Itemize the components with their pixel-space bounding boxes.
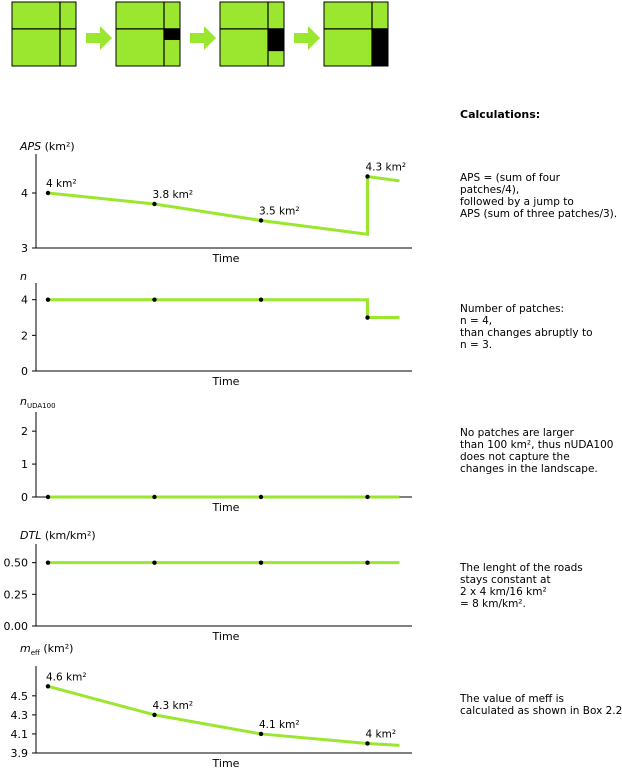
data-point [45,297,51,302]
y-axis-label: APS (km²) [19,140,75,153]
black-square [164,28,180,41]
calculations-heading: Calculations: [460,108,541,121]
y-tick-label: 4.3 [11,709,29,722]
data-point [258,494,264,500]
patch-square [11,1,77,67]
data-point [365,560,370,565]
y-tick-label: 0 [21,365,28,378]
landscape-step-2 [115,1,181,67]
chart-3: nUDA100 0 1 2 Time [20,395,412,514]
data-point [258,218,264,223]
data-label: 4.1 km² [259,719,300,731]
y-tick-label: 0.00 [4,620,29,633]
data-point [258,560,264,565]
landscape-sequence [11,1,389,67]
data-point [152,494,157,500]
data-point [258,297,264,302]
landscape-step-3 [219,1,285,67]
chart-4: DTL (km/km²) 0.00 0.25 0.50 Time [4,529,412,643]
series-line [47,684,400,747]
data-point [152,560,157,565]
data-point [152,297,157,302]
calculation-note: The lenght of the roads stays constant a… [460,562,583,610]
arrow-icon [86,26,112,50]
y-axis-label: DTL (km/km²) [20,529,96,542]
y-tick-label: 0.25 [4,588,29,601]
y-tick-label: 4 [21,187,28,200]
data-point [365,174,370,179]
y-tick-label: 4 [21,294,28,307]
data-point [152,201,157,207]
series-line [48,298,400,320]
y-tick-label: 1 [21,458,28,471]
data-point [365,741,370,746]
data-point [365,494,370,500]
y-tick-label: 0.50 [4,557,29,570]
calculation-note: Number of patches: n = 4, than changes a… [460,303,593,351]
y-axis-label: n [20,270,27,283]
x-axis-label: Time [212,501,240,514]
data-label: 4.6 km² [46,671,87,683]
calculation-note: The value of meff is calculated as shown… [460,693,622,717]
y-axis-label: meff (km²) [20,642,73,657]
y-axis-label: nUDA100 [20,395,56,410]
data-point [152,712,157,718]
black-square [372,28,388,67]
data-point [45,560,51,565]
y-tick-label: 4.1 [11,728,29,741]
landscape-step-1 [11,1,77,67]
calculation-note: APS = (sum of four patches/4), followed … [460,172,618,220]
data-label: 4 km² [366,728,397,740]
x-axis-label: Time [212,375,240,388]
y-tick-label: 2 [21,329,28,342]
data-point [45,684,51,689]
data-label: 4.3 km² [366,162,407,174]
x-axis-label: Time [212,252,240,265]
y-tick-label: 4.5 [11,690,29,703]
data-point [45,190,51,196]
data-point [45,494,51,500]
landscape-step-4 [323,1,389,67]
x-axis-label: Time [212,757,240,768]
arrow-icon [190,26,216,50]
chart-2: n 0 2 4 Time [20,270,412,388]
data-label: 4 km² [46,178,77,190]
calculation-note: No patches are larger than 100 km², thus… [460,427,614,475]
x-axis-label: Time [212,630,240,643]
arrow-icon [294,26,320,50]
data-label: 4.3 km² [153,700,194,712]
y-tick-label: 3 [21,242,28,255]
y-tick-label: 3.9 [11,747,29,760]
data-point [365,315,370,320]
data-label: 3.5 km² [259,206,300,218]
data-point [258,731,264,737]
series-line [47,174,400,236]
black-square [268,28,284,52]
chart-1: APS (km²) 3 4 Time 4 km² 3.8 km² 3.5 km² 4.3 km… [19,140,412,265]
y-tick-label: 0 [21,491,28,504]
y-tick-label: 2 [21,425,28,438]
chart-5: meff (km²) 3.9 4.1 4.3 4.5 Time 4.6 km² 4.3 km²… [11,642,412,768]
data-label: 3.8 km² [153,189,194,201]
